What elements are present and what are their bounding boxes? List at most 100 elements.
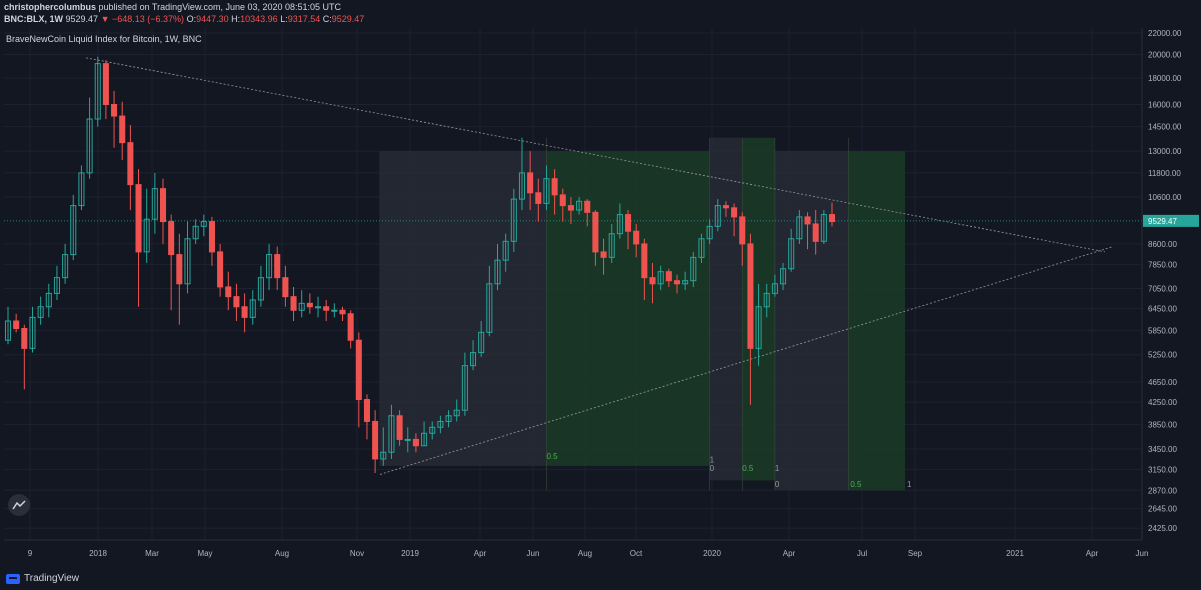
y-tick-label: 3150.00 — [1148, 465, 1177, 474]
candle-body — [543, 178, 550, 204]
fib-label: 0.5 — [850, 480, 862, 489]
author-name[interactable]: christophercolumbus — [4, 2, 97, 12]
candle-body — [722, 205, 729, 209]
candle-body — [576, 200, 583, 211]
candle-body — [13, 320, 20, 330]
candle-body — [282, 277, 289, 298]
x-tick-label: 2020 — [703, 549, 721, 558]
candle-body — [94, 63, 101, 120]
candle-body — [763, 292, 770, 308]
candle-body — [649, 277, 656, 285]
fib-label: 0.5 — [546, 452, 558, 461]
chart-logo-button[interactable] — [8, 494, 30, 516]
x-tick-label: Jul — [857, 549, 867, 558]
candle-body — [755, 306, 762, 349]
candle-body — [102, 63, 109, 106]
candle-body — [21, 328, 28, 349]
candle-body — [665, 271, 672, 282]
tradingview-logo[interactable]: TradingView — [6, 573, 79, 584]
x-tick-label: Mar — [145, 549, 159, 558]
x-tick-label: May — [197, 549, 212, 558]
y-tick-label: 7850.00 — [1148, 260, 1177, 269]
candle-body — [657, 271, 664, 285]
candle-body — [584, 200, 591, 213]
open-value: 9447.30 — [196, 14, 229, 24]
candle-body — [217, 251, 224, 288]
y-tick-label: 2425.00 — [1148, 524, 1177, 533]
candle-body — [119, 115, 126, 144]
candle-body — [241, 306, 248, 318]
y-tick-label: 8600.00 — [1148, 240, 1177, 249]
fib-label: 1 — [907, 480, 912, 489]
candle-body — [633, 230, 640, 245]
upper-trendline — [85, 57, 1106, 253]
last-price-label: 9529.47 — [1148, 217, 1177, 226]
y-tick-label: 13000.00 — [1148, 147, 1182, 156]
candle-body — [641, 243, 648, 279]
fib-labels: 0.5 10 0.5 10 0.5 1 — [546, 452, 912, 489]
chart-area[interactable]: 22000.00 20000.00 18000.00 16000.00 14500.00… — [0, 28, 1201, 568]
candle-body — [233, 296, 240, 308]
last-price-value: 9529.47 — [65, 14, 99, 24]
y-tick-label: 4650.00 — [1148, 378, 1177, 387]
trendlines — [4, 57, 1142, 475]
footer: TradingView — [0, 568, 1201, 590]
tradingview-logo-icon — [6, 573, 20, 584]
y-tick-label: 2870.00 — [1148, 486, 1177, 495]
candle-body — [111, 104, 118, 117]
candle-body — [62, 254, 69, 279]
candle-body — [274, 254, 281, 279]
candle-body — [780, 268, 787, 285]
y-tick-label: 20000.00 — [1148, 50, 1182, 59]
candle-body — [29, 316, 36, 349]
candle-body — [429, 426, 436, 434]
brand-text: TradingView — [24, 573, 80, 584]
candle-body — [494, 259, 501, 285]
candle-body — [404, 438, 411, 441]
candle-body — [567, 205, 574, 211]
low-value: 9317.54 — [287, 14, 321, 24]
candle-body — [592, 211, 599, 253]
candle-body — [437, 420, 444, 428]
y-tick-label: 2645.00 — [1148, 505, 1177, 514]
green-zone-1 — [546, 151, 710, 466]
candle-body — [192, 225, 199, 240]
x-tick-label: Jun — [527, 549, 540, 558]
x-tick-label: Aug — [578, 549, 592, 558]
candle-body — [208, 221, 215, 253]
price-chart[interactable]: 22000.00 20000.00 18000.00 16000.00 14500.00… — [0, 28, 1201, 568]
y-tick-label: 16000.00 — [1148, 101, 1182, 110]
candle-body — [45, 292, 52, 308]
x-tick-label: Apr — [474, 549, 487, 558]
last-price-badge — [1143, 214, 1199, 227]
x-tick-label: Nov — [350, 549, 364, 558]
candle-body — [739, 216, 746, 245]
candle-body — [625, 214, 632, 232]
y-tick-label: 18000.00 — [1148, 74, 1182, 83]
candle-body — [690, 256, 697, 282]
candle-body — [86, 118, 93, 174]
change-value: ▼ −648.13 (−6.37%) — [100, 14, 185, 24]
fib-label: 1 — [710, 455, 715, 464]
candle-body — [820, 214, 827, 242]
candle-body — [518, 172, 526, 200]
candle-body — [4, 320, 12, 341]
candle-body — [372, 420, 379, 460]
candle-body — [380, 451, 387, 460]
candle-body — [184, 238, 191, 285]
ohlc-line: BNC:BLX, 1W 9529.47 ▼ −648.13 (−6.37%) O… — [4, 14, 364, 25]
candle-body — [478, 331, 485, 354]
y-tick-label: 3450.00 — [1148, 445, 1177, 454]
candle-body — [306, 302, 313, 308]
candle-body — [812, 223, 819, 242]
candle-body — [159, 188, 167, 223]
candle-body — [168, 221, 175, 256]
y-tick-label: 10600.00 — [1148, 193, 1182, 202]
y-tick-label: 5250.00 — [1148, 351, 1177, 360]
candle-body — [698, 238, 705, 258]
candle-body — [486, 283, 493, 333]
low-label: L: — [280, 14, 288, 24]
close-value: 9529.47 — [331, 14, 365, 24]
candle-body — [559, 194, 566, 207]
candle-body — [200, 221, 207, 227]
